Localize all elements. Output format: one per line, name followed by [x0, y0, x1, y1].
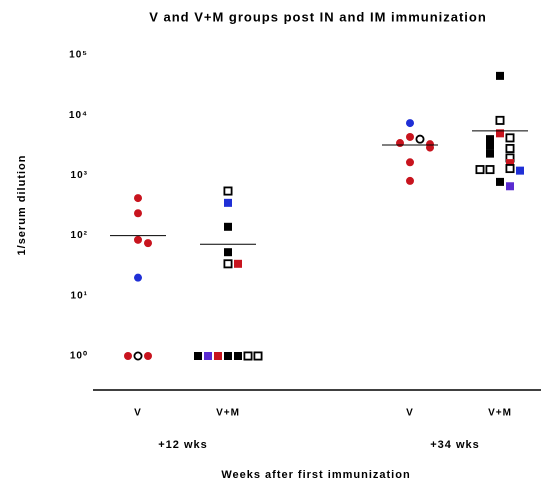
data-point [214, 352, 222, 360]
data-point [486, 149, 494, 158]
y-axis-label: 1/serum dilution [16, 155, 28, 256]
data-point [426, 143, 434, 152]
y-tick-label: 10⁴ [69, 110, 88, 121]
x-axis-label: Weeks after first immunization [221, 469, 410, 481]
data-point [253, 351, 263, 361]
data-point [516, 166, 524, 175]
x-tick-label: V+M [216, 408, 240, 419]
data-point [234, 352, 242, 360]
data-point [224, 248, 232, 257]
data-point [505, 164, 515, 174]
y-tick-label: 10⁵ [69, 50, 88, 61]
data-point [485, 165, 495, 175]
data-point [224, 198, 232, 207]
data-point [496, 129, 504, 138]
y-tick-label: 10³ [71, 170, 88, 181]
data-point [234, 259, 242, 268]
data-point [194, 352, 202, 360]
data-point [496, 177, 504, 186]
data-point [144, 352, 152, 360]
data-point [134, 235, 142, 244]
data-point [505, 143, 515, 153]
data-point [486, 135, 494, 144]
data-point [406, 119, 414, 128]
data-point [406, 132, 414, 141]
data-point [144, 239, 152, 248]
y-tick-label: 10¹ [71, 290, 88, 301]
data-point [415, 134, 425, 144]
chart-title: V and V+M groups post IN and IM immuniza… [149, 9, 487, 24]
data-point [496, 71, 504, 80]
data-point [223, 186, 233, 196]
data-point [223, 259, 233, 269]
data-point [486, 141, 494, 150]
x-tick-label: V [406, 408, 414, 419]
data-point [506, 159, 514, 168]
data-point [475, 165, 485, 175]
data-point [124, 352, 132, 360]
y-tick-label: 10² [71, 230, 88, 241]
data-point [224, 352, 232, 360]
group-label: +34 wks [430, 439, 480, 451]
x-tick-label: V [134, 408, 142, 419]
data-point [396, 139, 404, 148]
data-point [133, 351, 143, 361]
group-label: +12 wks [158, 439, 208, 451]
data-point [506, 182, 514, 191]
data-point [406, 176, 414, 185]
x-tick-label: V+M [488, 408, 512, 419]
data-point [134, 194, 142, 203]
data-point [495, 115, 505, 125]
data-point [406, 158, 414, 167]
data-point [224, 222, 232, 231]
y-tick-label: 10⁰ [70, 351, 88, 362]
data-point [243, 351, 253, 361]
data-point [204, 352, 212, 360]
data-point [134, 209, 142, 218]
data-point [505, 133, 515, 143]
data-point [134, 273, 142, 282]
